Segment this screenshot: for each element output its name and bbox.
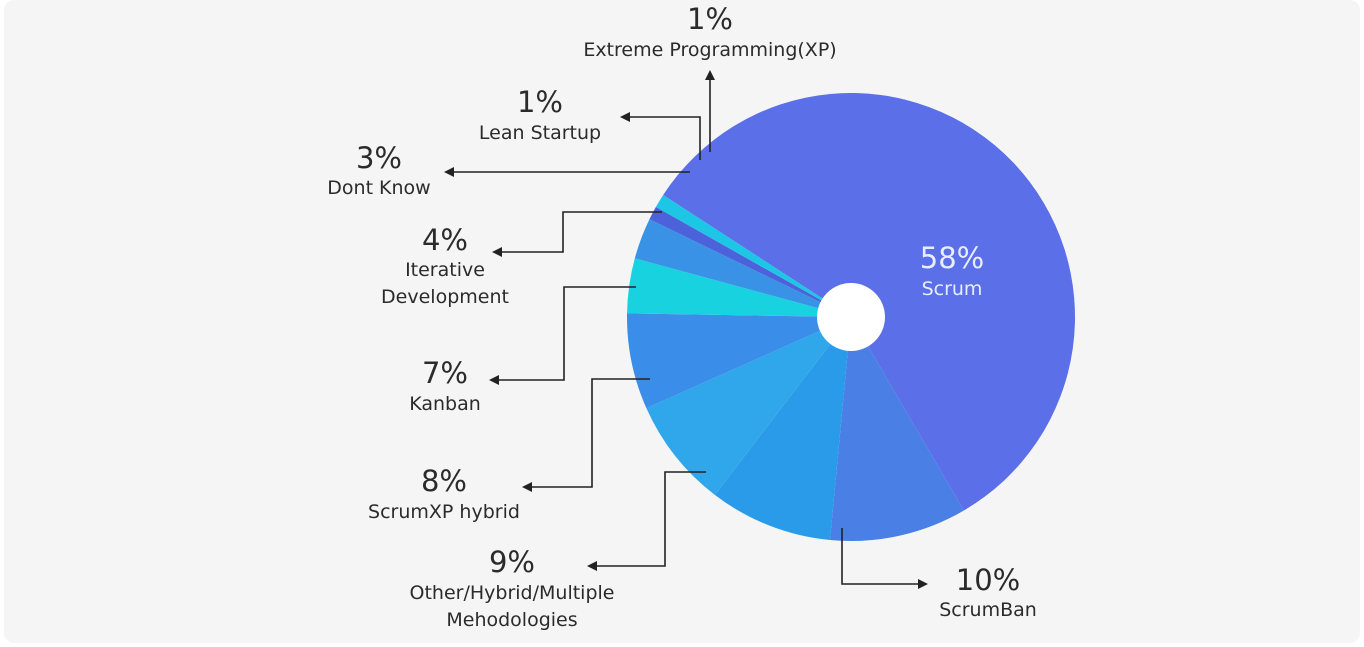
arrowhead-scrumban	[918, 579, 928, 589]
xp-pct: 1%	[687, 2, 733, 36]
pie-slice-dont-know	[634, 219, 851, 317]
xp-label: Extreme Programming(XP)	[583, 39, 836, 61]
pie-slice-scrumxp-hybrid	[646, 317, 851, 495]
arrowhead-kanban	[489, 375, 499, 385]
leader-kanban	[497, 286, 636, 381]
kanban-label: Kanban	[409, 393, 481, 415]
arrowhead-xp	[705, 70, 715, 80]
arrowheads	[444, 70, 928, 589]
arrowhead-iterative	[492, 247, 502, 257]
other-pct: 9%	[489, 545, 535, 579]
scrumban-pct: 10%	[956, 563, 1020, 597]
scrum-pct: 58%	[920, 241, 984, 275]
other-label-line1: Other/Hybrid/Multiple	[410, 582, 615, 604]
pie-slice-extreme-programming-xp	[655, 195, 851, 317]
iterative-label-line1: Iterative	[405, 259, 485, 281]
pie-slice-lean-startup	[649, 206, 851, 317]
scrumban-label: ScrumBan	[939, 599, 1037, 621]
leader-lean	[628, 116, 701, 160]
pie-slice-kanban	[627, 313, 851, 409]
leader-scrumban	[841, 528, 920, 585]
lean-pct: 1%	[517, 85, 563, 119]
arrowhead-other	[587, 561, 597, 571]
arrowhead-lean	[620, 112, 630, 122]
arrowhead-scrumxp	[522, 482, 532, 492]
leader-lines	[452, 78, 920, 585]
center-hole	[817, 283, 885, 351]
arrowhead-dontknow	[444, 167, 454, 177]
leader-scrumxp	[530, 378, 650, 488]
leader-iterative	[500, 211, 662, 253]
scrumxp-label: ScrumXP hybrid	[368, 501, 520, 523]
other-label-line2: Mehodologies	[446, 609, 577, 631]
pie-slice-scrumban	[830, 317, 964, 541]
dontknow-pct: 3%	[356, 141, 402, 175]
kanban-pct: 7%	[422, 356, 468, 390]
pie-slice-iterative-development	[627, 258, 851, 317]
scrum-label: Scrum	[922, 278, 983, 300]
pie-slice-other-hybrid-multiple-mehodologies	[714, 317, 851, 541]
iterative-label-line2: Development	[381, 286, 509, 308]
iterative-pct: 4%	[422, 223, 468, 257]
dontknow-label: Dont Know	[327, 177, 430, 199]
scrumxp-pct: 8%	[421, 464, 467, 498]
slice-labels: 58% Scrum 10% ScrumBan 9% Other/Hybrid/M…	[327, 2, 1037, 631]
leader-other	[595, 471, 706, 567]
lean-label: Lean Startup	[479, 122, 601, 144]
